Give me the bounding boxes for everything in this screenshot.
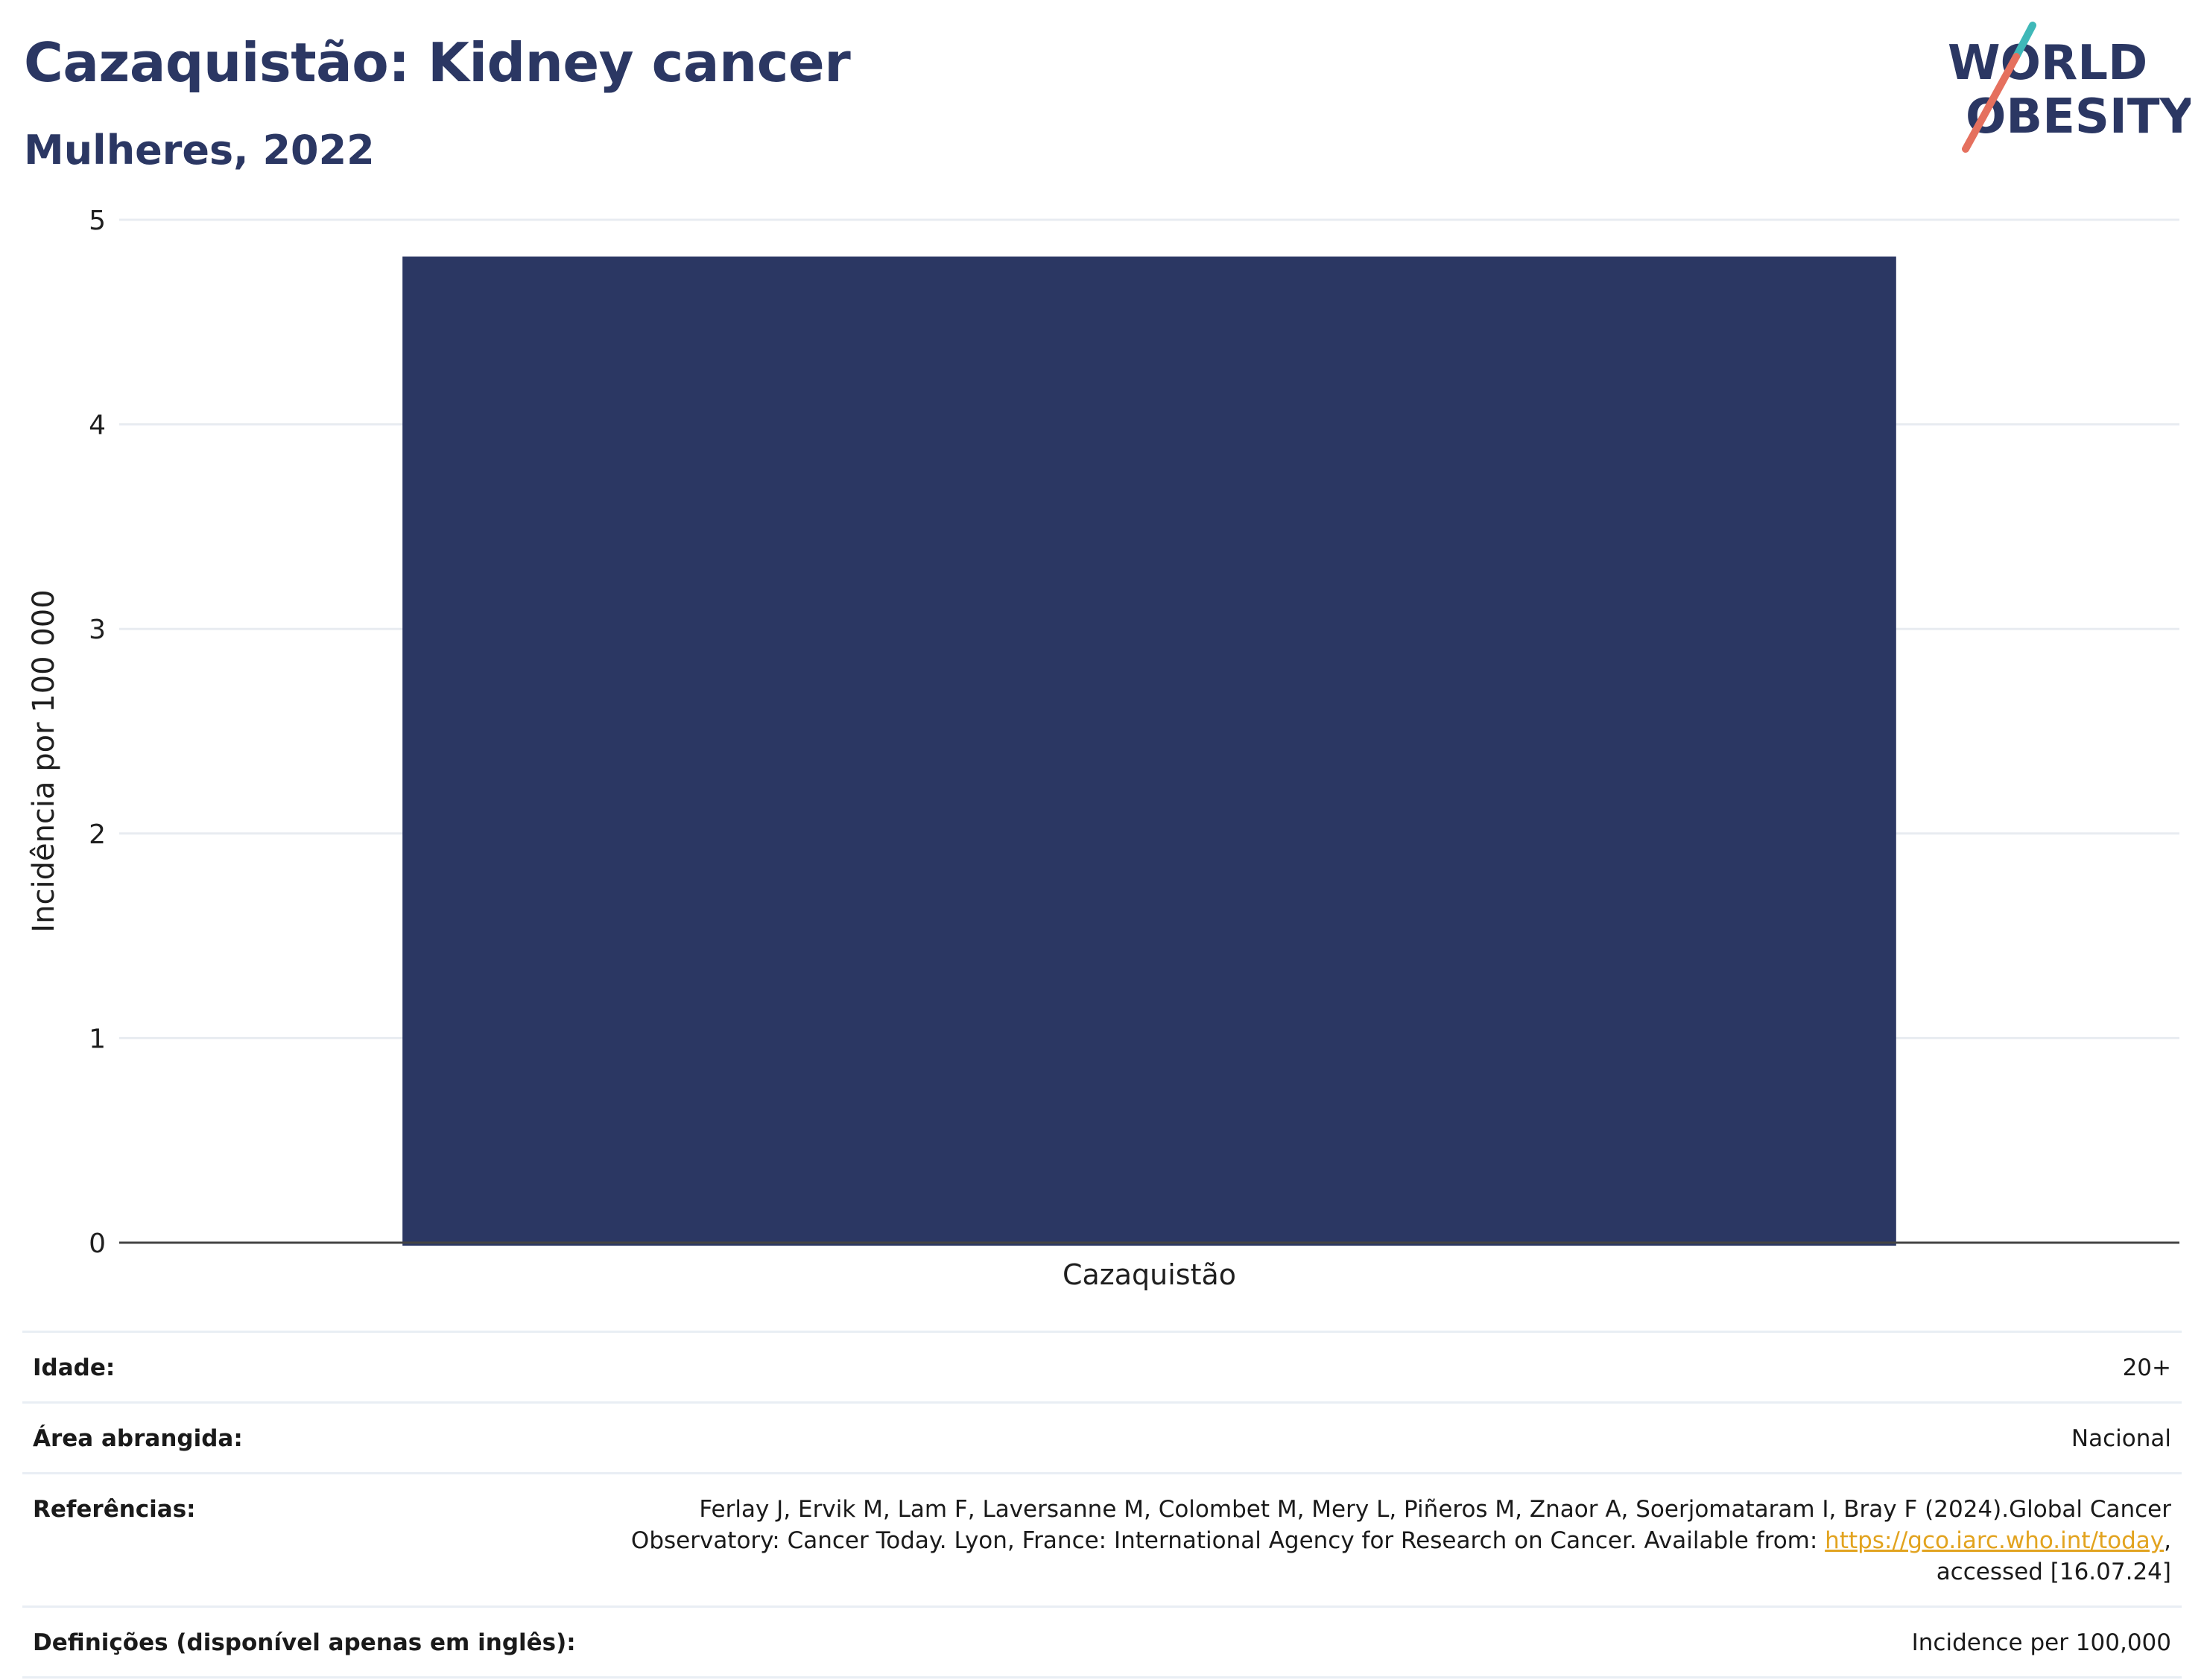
- reference-link[interactable]: https://gco.iarc.who.int/today: [1825, 1527, 2165, 1554]
- y-tick-label: 3: [89, 615, 106, 645]
- y-tick-label: 2: [89, 820, 106, 850]
- reference-line-2-end: ,: [2164, 1527, 2171, 1554]
- info-table: Idade: 20+ Área abrangida: Nacional Refe…: [22, 1331, 2182, 1679]
- logo-word-world: WORLD: [1948, 36, 2147, 91]
- info-row-definitions: Definições (disponível apenas em inglês)…: [22, 1606, 2182, 1678]
- y-tick-label: 5: [89, 206, 106, 236]
- info-key-age: Idade:: [33, 1354, 115, 1381]
- info-row-references: Referências: Ferlay J, Ervik M, Lam F, L…: [22, 1473, 2182, 1607]
- info-row-age: Idade: 20+: [22, 1331, 2182, 1403]
- y-tick-label: 0: [89, 1229, 106, 1259]
- reference-line-1: Ferlay J, Ervik M, Lam F, Laversanne M, …: [699, 1496, 2171, 1523]
- chart-subtitle: Mulheres, 2022: [24, 127, 375, 174]
- info-key-area: Área abrangida:: [33, 1425, 243, 1452]
- x-tick-label: Cazaquistão: [1063, 1258, 1236, 1291]
- y-axis-label: Incidência por 100 000: [27, 589, 61, 932]
- reference-line-3: accessed [16.07.24]: [1936, 1559, 2171, 1585]
- info-value-age: 20+: [2122, 1354, 2171, 1381]
- world-obesity-logo: WORLD OBESITY: [1948, 22, 2191, 153]
- info-value-area: Nacional: [2071, 1425, 2171, 1452]
- info-row-area: Área abrangida: Nacional: [22, 1402, 2182, 1474]
- info-key-references: Referências:: [33, 1496, 196, 1523]
- bar-chart: 0 1 2 3 4 5 Cazaquistão Incidência por 100 00…: [27, 206, 2179, 1291]
- logo-slash-coral: [1962, 53, 2020, 153]
- logo-word-obesity: OBESITY: [1966, 89, 2191, 145]
- bar: [402, 256, 1896, 1246]
- info-value-definitions: Incidence per 100,000: [1911, 1629, 2171, 1656]
- y-tick-label: 1: [89, 1024, 106, 1054]
- y-tick-labels: 0 1 2 3 4 5: [89, 206, 106, 1259]
- y-tick-label: 4: [89, 411, 106, 441]
- logo-slash-teal: [2013, 22, 2036, 60]
- info-key-definitions: Definições (disponível apenas em inglês)…: [33, 1629, 576, 1656]
- bars: [402, 256, 1896, 1246]
- x-tick-labels: Cazaquistão: [1063, 1258, 1236, 1291]
- reference-line-2: Observatory: Cancer Today. Lyon, France:…: [630, 1527, 1825, 1554]
- chart-title: Cazaquistão: Kidney cancer: [24, 31, 851, 94]
- info-value-references: Ferlay J, Ervik M, Lam F, Laversanne M, …: [586, 1474, 2182, 1607]
